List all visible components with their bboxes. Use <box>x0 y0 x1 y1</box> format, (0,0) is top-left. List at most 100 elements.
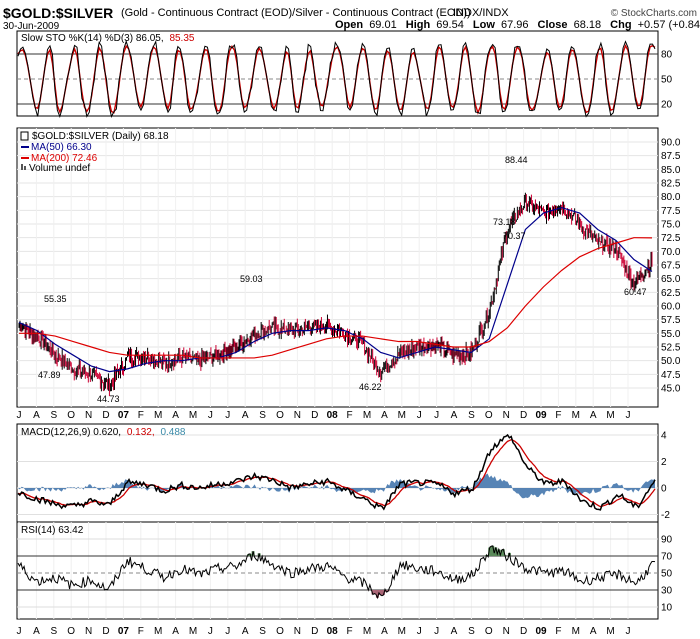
macd-histogram <box>18 473 655 499</box>
stoch-tick-label: 50 <box>661 75 673 86</box>
x-tick-label: A <box>381 626 388 637</box>
x-tick-label: J <box>417 410 422 421</box>
x-tick-label: M <box>154 626 162 637</box>
x-tick-label: F <box>347 410 353 421</box>
price-tick-label: 85.0 <box>661 165 681 176</box>
x-tick-label: A <box>381 410 388 421</box>
x-tick-label: N <box>85 626 92 637</box>
price-legend-swatch <box>20 131 29 141</box>
rsi-tick-label: 70 <box>661 552 673 563</box>
x-tick-label: A <box>242 626 249 637</box>
rsi-tick-label: 30 <box>661 586 673 597</box>
macd-legend-macd: MACD(12,26,9) 0.620, <box>21 427 121 438</box>
low-value: 67.96 <box>501 19 529 31</box>
high-label: High <box>406 19 431 31</box>
chart-exchange: INDX/INDX <box>453 7 509 19</box>
x-tick-label: S <box>259 410 266 421</box>
price-tick-label: 57.5 <box>661 315 681 326</box>
x-tick-label: N <box>294 410 301 421</box>
x-tick-label: N <box>294 626 301 637</box>
x-tick-label: S <box>468 410 475 421</box>
x-tick-label: 07 <box>118 410 130 421</box>
x-tick-label: O <box>67 626 75 637</box>
x-tick-label: O <box>485 410 493 421</box>
stoch-legend-k: Slow STO %K(14) %D(3) 86.05, <box>21 33 164 44</box>
price-annotation: 88.44 <box>505 155 528 165</box>
price-annotation: 46.22 <box>359 382 382 392</box>
price-annotation: 44.73 <box>97 394 120 404</box>
chart-date: 30-Jun-2009 <box>3 21 60 32</box>
price-tick-label: 47.5 <box>661 370 681 381</box>
price-bars <box>18 192 653 397</box>
price-tick-label: 90.0 <box>661 138 681 149</box>
x-tick-label: M <box>363 626 371 637</box>
x-tick-label: M <box>154 410 162 421</box>
x-tick-label: O <box>485 626 493 637</box>
x-tick-label: F <box>555 410 561 421</box>
x-tick-label: J <box>626 410 631 421</box>
x-tick-label: J <box>17 626 22 637</box>
price-tick-label: 65.0 <box>661 274 681 285</box>
x-tick-label: A <box>590 626 597 637</box>
macd-legend-signal: 0.132, <box>127 427 155 438</box>
macd-legend-hist: 0.488 <box>160 427 185 438</box>
chg-label: Chg <box>610 19 631 31</box>
macd-tick-label: 0 <box>661 484 667 495</box>
series-layer <box>17 39 656 600</box>
x-tick-label: M <box>606 626 614 637</box>
x-tick-label: A <box>33 626 40 637</box>
rsi-tick-label: 10 <box>661 603 673 614</box>
x-tick-label: F <box>138 626 144 637</box>
ohlc-readout: Open 69.01 High 69.54 Low 67.96 Close 68… <box>335 19 700 31</box>
x-tick-label: M <box>189 626 197 637</box>
low-label: Low <box>473 19 495 31</box>
price-tick-label: 50.0 <box>661 356 681 367</box>
price-tick-label: 77.5 <box>661 206 681 217</box>
macd-tick-label: 2 <box>661 457 667 468</box>
price-tick-label: 62.5 <box>661 288 681 299</box>
x-tick-label: A <box>590 410 597 421</box>
x-tick-label: F <box>347 626 353 637</box>
tick-labels: 90.0 87.5 85.0 82.5 80.0 77.5 75.0 72.5 70.0 67.5… <box>17 50 681 638</box>
chart-description: (Gold - Continuous Contract (EOD)/Silver… <box>121 7 471 19</box>
price-tick-label: 87.5 <box>661 151 681 162</box>
price-annotation: 70.37 <box>503 231 526 241</box>
volume-legend-swatch <box>21 164 23 170</box>
macd-tick-label: -2 <box>661 510 670 521</box>
macd-signal-line <box>17 438 656 508</box>
x-tick-label: A <box>451 626 458 637</box>
ma200-legend: MA(200) 72.46 <box>31 153 98 164</box>
x-tick-label: J <box>225 410 230 421</box>
open-value: 69.01 <box>369 19 397 31</box>
x-tick-label: S <box>259 626 266 637</box>
high-value: 69.54 <box>436 19 464 31</box>
ma50-legend: MA(50) 66.30 <box>31 142 92 153</box>
x-tick-label: J <box>208 626 213 637</box>
x-tick-label: 08 <box>327 626 339 637</box>
price-tick-label: 70.0 <box>661 247 681 258</box>
chart-symbol: $GOLD:$SILVER <box>3 5 113 21</box>
x-tick-label: J <box>417 626 422 637</box>
x-tick-label: M <box>363 410 371 421</box>
price-annotation: 59.03 <box>240 274 263 284</box>
price-annotations: 88.44 73.18 70.37 60.47 59.03 55.35 47.89 44.73… <box>38 155 647 404</box>
x-tick-label: S <box>50 410 57 421</box>
x-tick-label: D <box>311 410 318 421</box>
price-tick-label: 72.5 <box>661 233 681 244</box>
x-tick-label: D <box>520 410 527 421</box>
x-tick-label: N <box>85 410 92 421</box>
x-tick-label: M <box>398 410 406 421</box>
macd-line <box>17 433 656 511</box>
x-tick-label: N <box>503 626 510 637</box>
stoch-panel-frame <box>16 30 659 117</box>
price-tick-label: 45.0 <box>661 384 681 395</box>
x-tick-label: D <box>102 410 109 421</box>
volume-legend-swatch-2 <box>24 166 26 170</box>
price-legend: $GOLD:$SILVER (Daily) 68.18 MA(50) 66.30… <box>20 131 169 174</box>
x-tick-label: J <box>208 410 213 421</box>
x-tick-label: S <box>468 626 475 637</box>
x-tick-label: M <box>606 410 614 421</box>
x-tick-label: 07 <box>118 626 130 637</box>
x-tick-label: J <box>626 626 631 637</box>
